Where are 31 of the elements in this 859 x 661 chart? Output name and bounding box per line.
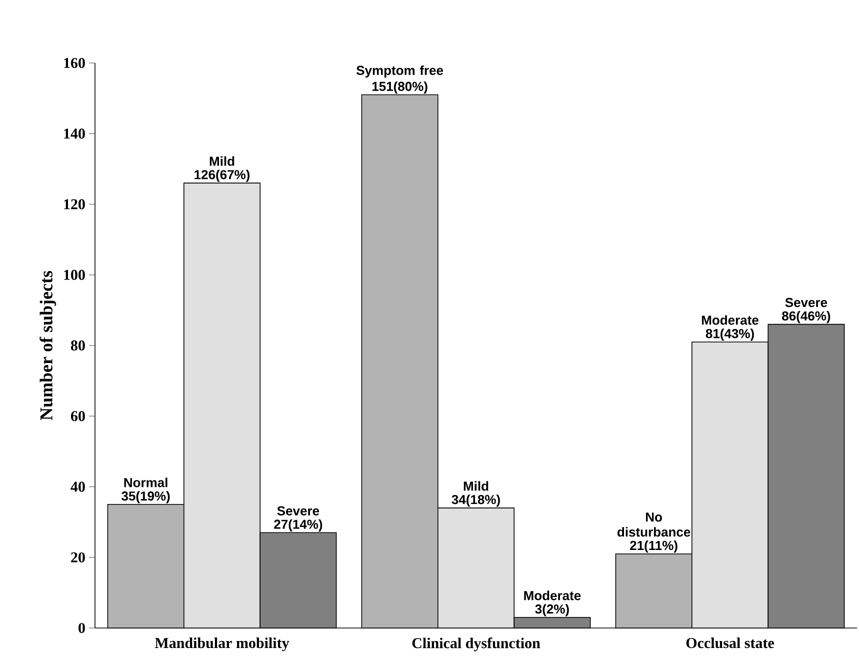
data-label: 35(19%)	[122, 491, 170, 504]
data-label: 81(43%)	[706, 328, 754, 341]
x-tick-label: Clinical dysfunction	[412, 638, 540, 652]
y-tick-label: 100	[64, 270, 85, 280]
y-tick-label: 120	[64, 199, 85, 210]
data-label: 86(46%)	[782, 310, 830, 324]
annotation: Normal	[124, 478, 168, 488]
annotation: Mild	[210, 156, 234, 166]
y-axis-title: Number of subjects	[40, 270, 56, 420]
y-tick-label: 60	[70, 411, 85, 422]
y-tick-label: 160	[64, 58, 85, 68]
y-tick-label: 140	[64, 128, 85, 139]
annotation: No disturbance	[618, 512, 690, 537]
x-tick-label: Mandibular mobility	[154, 638, 290, 652]
y-tick-label: 0	[78, 622, 85, 634]
data-label: 21(11%)	[630, 540, 678, 553]
annotation: Symptom free	[356, 65, 444, 78]
data-label: 126(67%)	[194, 170, 250, 182]
data-label: 3(2%)	[535, 604, 569, 616]
y-tick-label: 20	[71, 552, 85, 562]
data-label: 27(14%)	[274, 519, 322, 532]
annotation: Moderate	[702, 315, 758, 325]
annotation: Moderate	[524, 590, 581, 600]
x-tick-label: Occlusal state	[686, 638, 774, 648]
y-tick-label: 40	[70, 482, 85, 492]
annotation: Mild	[464, 481, 488, 491]
y-tick-label: 80	[70, 340, 85, 351]
annotation: Severe	[785, 298, 828, 308]
annotation: Severe	[277, 506, 320, 516]
data-label: 151(80%)	[372, 81, 428, 94]
data-label: 34(18%)	[452, 494, 500, 507]
